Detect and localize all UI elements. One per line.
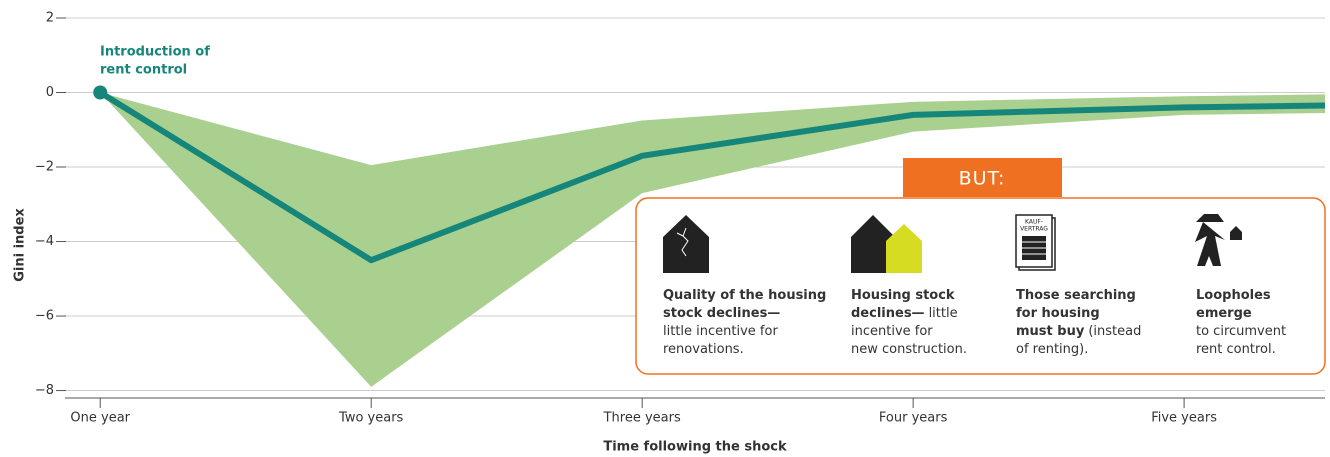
y-axis-label: Gini index (13, 208, 28, 282)
y-tick-label: −2 (35, 160, 54, 175)
callout-normal: rent control. (1196, 342, 1276, 357)
y-tick-label: −6 (35, 309, 54, 324)
callout-normal: (instead (1088, 324, 1141, 339)
callout-text: new construction. (851, 342, 967, 357)
callout-bold: Loopholes (1196, 288, 1271, 303)
callout-text: must buy(instead (1016, 324, 1141, 339)
callout-normal: incentive for (851, 324, 933, 339)
x-tick-label: Two years (338, 411, 404, 426)
callout-normal: little incentive for (663, 324, 778, 339)
y-tick-label: 2 (46, 11, 54, 26)
annotation: Introduction of (100, 45, 210, 60)
callout-text: Loopholes (1196, 288, 1271, 303)
callout-title: BUT: (959, 168, 1006, 190)
x-tick-label: One year (70, 411, 130, 426)
callout: BUT: KAUF- VERTRAG Quality of the housin… (636, 158, 1325, 374)
callout-bold: for housing (1016, 306, 1100, 321)
callout-text: Those searching (1016, 288, 1136, 303)
x-tick-label: Five years (1151, 411, 1217, 426)
callout-normal: new construction. (851, 342, 967, 357)
callout-text: Quality of the housing (663, 288, 826, 303)
start-point (93, 86, 107, 100)
callout-bold: stock declines— (663, 306, 780, 321)
callout-bold: must buy (1016, 324, 1085, 339)
callout-text: declines— little (851, 306, 958, 321)
y-tick-label: −4 (35, 234, 54, 249)
callout-text: renovations. (663, 342, 744, 357)
callout-text: rent control. (1196, 342, 1276, 357)
chart: Gini index Time following the shock −8 −6… (0, 0, 1330, 457)
callout-normal: renovations. (663, 342, 744, 357)
callout-normal: to circumvent (1196, 324, 1286, 339)
callout-text: little incentive for (663, 324, 778, 339)
y-tick-label: 0 (46, 85, 54, 100)
x-axis-label: Time following the shock (603, 440, 787, 455)
callout-text: stock declines— (663, 306, 780, 321)
callout-bold: declines— (851, 306, 925, 321)
icon-text: KAUF- (1025, 219, 1043, 226)
annotation: rent control (100, 63, 187, 78)
callout-bold: Housing stock (851, 288, 955, 303)
callout-text: incentive for (851, 324, 933, 339)
callout-text: emerge (1196, 306, 1252, 321)
callout-normal: little (929, 306, 958, 321)
y-tick-label: −8 (35, 383, 54, 398)
callout-normal: of renting). (1016, 342, 1088, 357)
x-tick-label: Four years (879, 411, 948, 426)
callout-text: Housing stock (851, 288, 955, 303)
callout-text: of renting). (1016, 342, 1088, 357)
callout-text: for housing (1016, 306, 1100, 321)
callout-bold: Quality of the housing (663, 288, 826, 303)
callout-bold: emerge (1196, 306, 1252, 321)
callout-bold: Those searching (1016, 288, 1136, 303)
icon-text: VERTRAG (1020, 226, 1048, 233)
callout-text: to circumvent (1196, 324, 1286, 339)
x-tick-label: Three years (603, 411, 681, 426)
